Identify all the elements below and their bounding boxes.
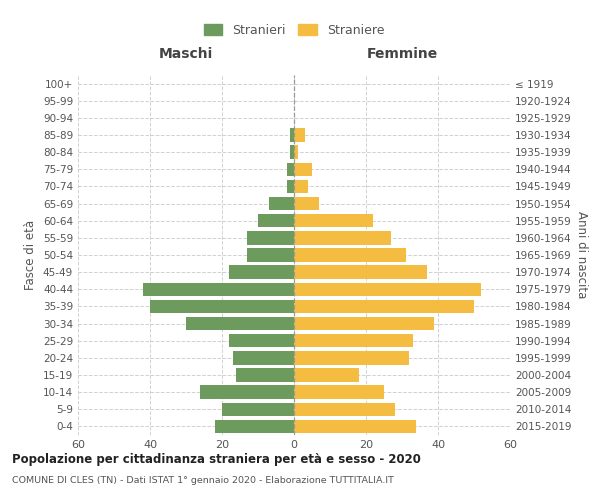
Bar [294, 146, 298, 159]
Bar [200, 386, 294, 399]
Bar [294, 266, 427, 279]
Bar [294, 334, 413, 347]
Text: Femmine: Femmine [367, 48, 437, 62]
Bar [294, 402, 395, 416]
Bar [258, 214, 294, 228]
Bar [269, 197, 294, 210]
Bar [290, 128, 294, 141]
Bar [229, 266, 294, 279]
Text: COMUNE DI CLES (TN) - Dati ISTAT 1° gennaio 2020 - Elaborazione TUTTITALIA.IT: COMUNE DI CLES (TN) - Dati ISTAT 1° genn… [12, 476, 394, 485]
Bar [294, 197, 319, 210]
Bar [247, 248, 294, 262]
Bar [294, 248, 406, 262]
Text: Popolazione per cittadinanza straniera per età e sesso - 2020: Popolazione per cittadinanza straniera p… [12, 452, 421, 466]
Bar [294, 282, 481, 296]
Bar [150, 300, 294, 313]
Bar [290, 146, 294, 159]
Bar [294, 386, 384, 399]
Bar [294, 128, 305, 141]
Bar [229, 334, 294, 347]
Bar [294, 180, 308, 193]
Legend: Stranieri, Straniere: Stranieri, Straniere [199, 18, 389, 42]
Text: Maschi: Maschi [159, 48, 213, 62]
Bar [287, 180, 294, 193]
Bar [294, 317, 434, 330]
Bar [236, 368, 294, 382]
Bar [294, 368, 359, 382]
Y-axis label: Anni di nascita: Anni di nascita [575, 212, 588, 298]
Bar [215, 420, 294, 433]
Bar [143, 282, 294, 296]
Bar [294, 214, 373, 228]
Bar [294, 420, 416, 433]
Bar [247, 231, 294, 244]
Bar [287, 162, 294, 176]
Bar [294, 162, 312, 176]
Bar [294, 351, 409, 364]
Bar [233, 351, 294, 364]
Bar [222, 402, 294, 416]
Bar [186, 317, 294, 330]
Y-axis label: Fasce di età: Fasce di età [25, 220, 37, 290]
Bar [294, 300, 474, 313]
Bar [294, 231, 391, 244]
